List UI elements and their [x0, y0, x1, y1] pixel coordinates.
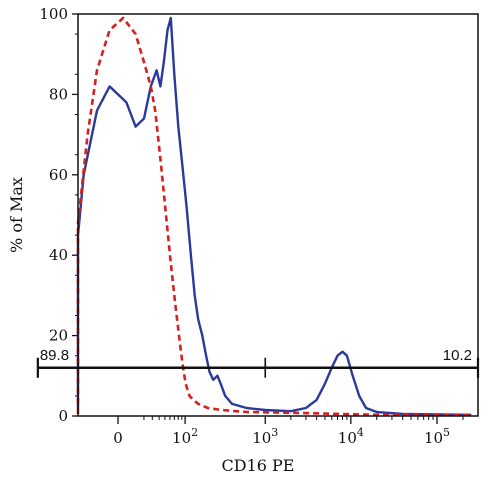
y-tick-label: 40 [49, 246, 68, 264]
x-tick-label: 102 [172, 426, 198, 447]
x-tick-label: 105 [424, 426, 450, 447]
y-tick-label: 20 [49, 327, 68, 345]
histogram-series [76, 16, 472, 417]
x-axis: 0 102 103 104 105 [113, 416, 464, 447]
x-axis-title: CD16 PE [222, 456, 295, 475]
range-gate: 89.8 10.2 [36, 347, 480, 378]
y-axis: 0 20 40 60 80 100 [39, 5, 78, 425]
gate-right-percent: 10.2 [443, 347, 472, 364]
y-tick-label: 100 [39, 5, 68, 23]
y-tick-label: 60 [49, 166, 68, 184]
sample-histogram-line [76, 16, 472, 416]
control-histogram-line [76, 16, 472, 417]
plot-frame [77, 13, 479, 417]
x-tick-label: 0 [113, 429, 123, 447]
gate-left-percent: 89.8 [40, 347, 69, 364]
y-axis-title: % of Max [7, 177, 26, 253]
x-tick-label: 103 [252, 426, 278, 447]
y-tick-label: 80 [49, 85, 68, 103]
x-tick-label: 104 [338, 426, 364, 447]
y-tick-label: 0 [58, 407, 68, 425]
